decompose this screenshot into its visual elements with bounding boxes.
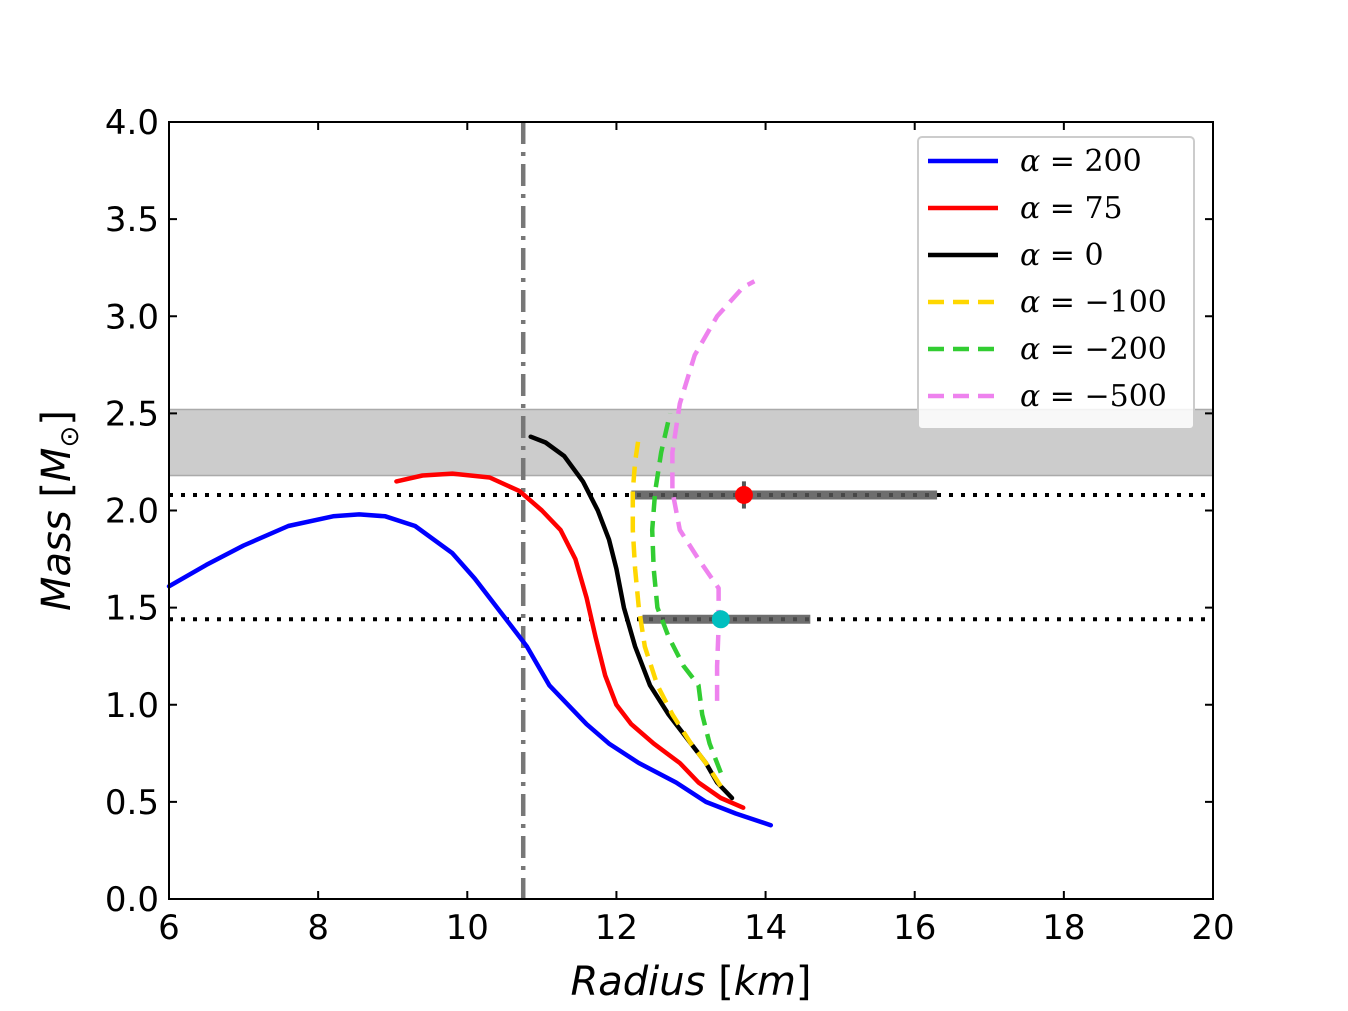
y-tick-label: 4.0 (105, 103, 159, 143)
x-axis-label: Radius [km] (570, 959, 811, 1005)
y-tick-label: 2.0 (105, 492, 159, 532)
legend-label: α = −100 (1020, 285, 1167, 320)
series-line (394, 471, 746, 810)
series-layer (166, 279, 774, 828)
legend-label: α = −200 (1020, 332, 1167, 367)
x-tick-label: 20 (1191, 908, 1234, 948)
x-tick-label: 6 (158, 908, 180, 948)
y-tick-label: 3.5 (105, 200, 159, 240)
y-tick-label: 0.5 (105, 783, 159, 823)
reference-lines-layer (169, 122, 1213, 899)
observation-points-layer (711, 481, 753, 629)
series-line (649, 412, 723, 774)
observation-point (711, 610, 730, 629)
x-tick-label: 14 (744, 908, 787, 948)
legend-label: α = 0 (1020, 238, 1104, 273)
x-tick-label: 8 (307, 908, 329, 948)
observation-bars-layer (631, 490, 938, 624)
x-tick-label: 10 (446, 908, 489, 948)
y-tick-label: 2.5 (105, 394, 159, 434)
y-axis-label: Mass [M⊙] (34, 410, 85, 611)
legend-label: α = 200 (1020, 144, 1142, 179)
legend-label: α = 75 (1020, 191, 1123, 226)
legend-label: α = −500 (1020, 379, 1167, 414)
x-tick-label: 16 (893, 908, 936, 948)
ticks-layer: 6 8 10 12 14 16 18 20 0.0 0.5 1.0 1.5 2.0 2.5 3.0 3.5 4.… (105, 103, 1235, 948)
y-tick-label: 3.0 (105, 297, 159, 337)
x-tick-label: 12 (595, 908, 638, 948)
series-line (166, 512, 774, 828)
y-tick-label: 1.5 (105, 589, 159, 629)
observation-point (734, 485, 753, 504)
y-tick-label: 0.0 (105, 880, 159, 920)
legend: α = 200 α = 75 α = 0 α = −100 α = −200 α = −5… (917, 136, 1195, 430)
y-tick-label: 1.0 (105, 686, 159, 726)
x-tick-label: 18 (1042, 908, 1085, 948)
series-line (630, 436, 723, 788)
series-line (670, 279, 756, 701)
